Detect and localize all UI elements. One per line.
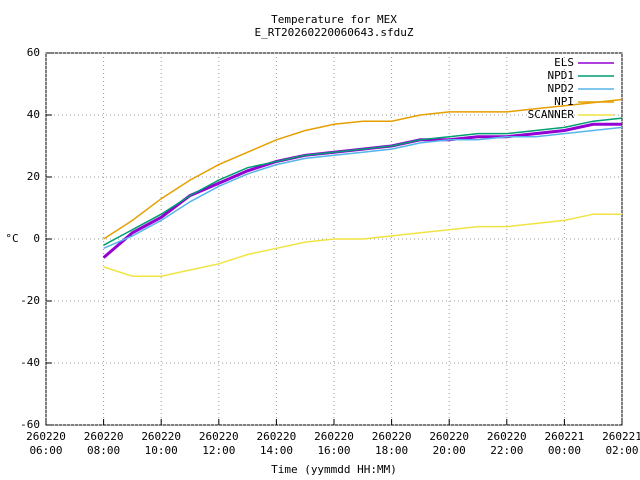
- y-tick-label: -40: [20, 356, 40, 369]
- y-axis-label: °C: [5, 232, 18, 245]
- x-tick-label: 260220 10:00: [141, 430, 182, 457]
- x-tick-label: 260220 22:00: [486, 430, 527, 457]
- x-tick-label: 260220 12:00: [198, 430, 239, 457]
- series-line: [103, 98, 623, 240]
- y-tick-label: 60: [27, 46, 40, 59]
- legend-label: ELS: [554, 56, 574, 69]
- x-axis-label: Time (yymmdd HH:MM): [271, 463, 397, 476]
- chart-title: Temperature for MEX: [271, 13, 397, 26]
- x-tick-label: 260221 00:00: [544, 430, 585, 457]
- y-tick-label: -60: [20, 418, 40, 431]
- x-tick-label: 260221 02:00: [602, 430, 640, 457]
- legend-label: NPD2: [548, 82, 575, 95]
- chart-subtitle: E_RT20260220060643.sfduZ: [255, 26, 414, 39]
- series-line: [102, 122, 622, 259]
- y-tick-label: 20: [27, 170, 40, 183]
- x-tick-label: 260220 14:00: [256, 430, 297, 457]
- series-line: [103, 213, 622, 277]
- series-line: [103, 117, 623, 246]
- y-tick-label: -20: [20, 294, 40, 307]
- legend-label: NPI: [554, 95, 574, 108]
- x-tick-label: 260220 18:00: [371, 430, 412, 457]
- legend-label: SCANNER: [528, 108, 575, 121]
- series-line: [103, 126, 623, 249]
- x-tick-label: 260220 20:00: [429, 430, 470, 457]
- y-tick-label: 0: [33, 232, 40, 245]
- x-tick-label: 260220 16:00: [314, 430, 354, 457]
- x-tick-label: 260220 08:00: [83, 430, 124, 457]
- y-tick-label: 40: [27, 108, 40, 121]
- x-tick-label: 260220 06:00: [26, 430, 66, 457]
- legend-label: NPD1: [548, 69, 575, 82]
